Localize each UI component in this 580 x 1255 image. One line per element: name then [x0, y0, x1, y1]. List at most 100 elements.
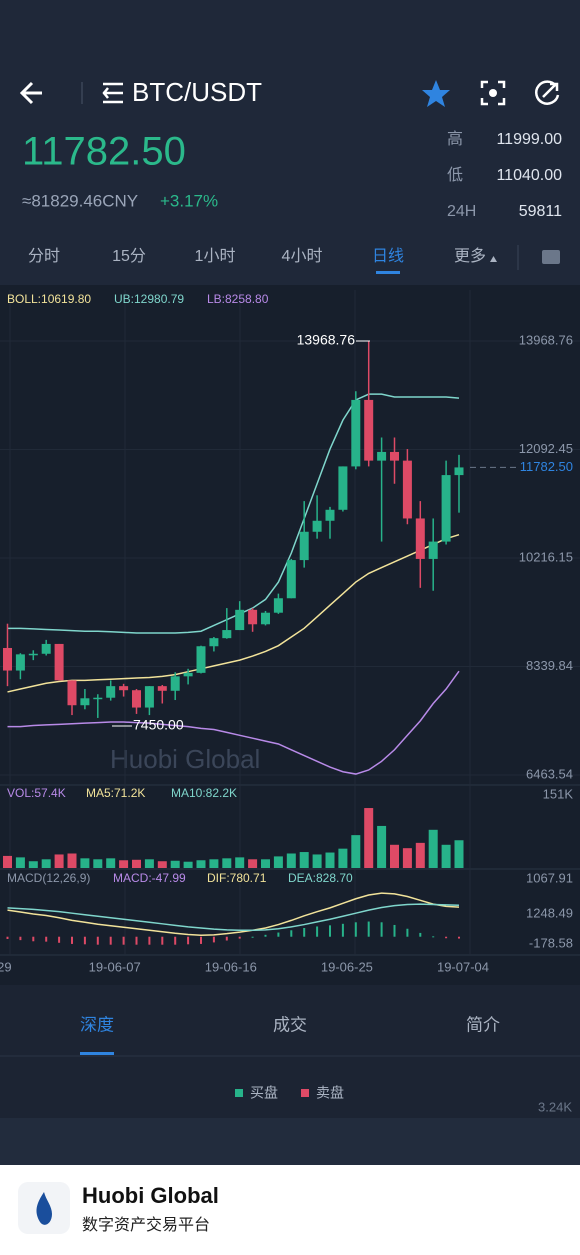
menu-icon[interactable]: [102, 82, 123, 104]
last-price-label: 11782.50: [520, 459, 573, 474]
volume-bar: [273, 856, 283, 868]
volume-bar: [119, 860, 129, 868]
volume-bar: [402, 848, 412, 868]
volume-bar: [144, 859, 154, 868]
low-label: 7450.00: [133, 717, 184, 733]
tab[interactable]: 分时: [28, 247, 60, 265]
candle-body: [3, 647, 12, 671]
volume-bar: [28, 861, 38, 868]
candle-body: [377, 451, 387, 461]
screenshot-icon[interactable]: [480, 80, 506, 106]
volume-bar: [364, 808, 374, 868]
macd-bar: [148, 936, 151, 945]
candle-body: [441, 475, 451, 542]
volume-bar: [54, 854, 64, 868]
macd-dif: [7, 892, 460, 936]
macd-legend: MACD(12,26,9): [7, 871, 90, 885]
volume-bar: [157, 861, 167, 868]
chart-bg: [0, 285, 580, 985]
y-tick-label: 13968.76: [519, 332, 573, 347]
candle-body: [402, 460, 412, 519]
tab[interactable]: 15分: [112, 247, 146, 265]
x-tick-label: 19-06-25: [321, 959, 373, 974]
macd-bar: [238, 936, 241, 939]
stat-label: 低: [447, 166, 463, 184]
indicator-label: UB:12980.79: [114, 292, 184, 306]
macd-bar: [354, 922, 357, 937]
macd-legend: MACD:-47.99: [113, 871, 186, 885]
volume-bar: [93, 859, 103, 868]
volume-legend: MA10:82.2K: [171, 786, 237, 800]
high-label: 13968.76: [297, 332, 356, 348]
bottom-tab[interactable]: 成交: [273, 1015, 307, 1034]
footer-bg: [0, 1165, 580, 1255]
stat-label: 24H: [447, 203, 476, 220]
macd-bar: [264, 934, 267, 937]
macd-bar: [303, 927, 306, 937]
macd-bar: [445, 936, 448, 939]
candle-body: [106, 686, 116, 698]
volume-bar: [286, 853, 296, 868]
macd-bar: [135, 936, 138, 945]
boll-lower: [7, 670, 460, 775]
cny-price: ≈81829.46CNY: [22, 191, 138, 210]
share-icon[interactable]: [535, 80, 560, 105]
candle-body: [93, 697, 103, 700]
volume-bar: [441, 844, 451, 868]
tagline: 数字资产交易平台: [82, 1216, 210, 1234]
macd-dea: [7, 903, 460, 932]
bottom-tab-active[interactable]: 深度: [80, 1015, 114, 1034]
back-button[interactable]: [19, 81, 42, 105]
indicator-label: BOLL:10619.80: [7, 292, 91, 306]
volume-bar: [183, 861, 193, 868]
more-caret: [490, 256, 497, 262]
candle-body: [41, 643, 51, 654]
legend-swatch: [235, 1089, 243, 1097]
header-bg: [0, 0, 580, 285]
tab[interactable]: 1小时: [195, 247, 236, 265]
candle-body: [286, 560, 296, 599]
candle-body: [157, 686, 167, 691]
macd-bar: [251, 936, 254, 938]
volume-bar: [196, 860, 206, 868]
legend-label: 买盘: [250, 1085, 278, 1101]
boll-mid: [7, 533, 460, 693]
macd-bar: [329, 925, 331, 937]
tab[interactable]: 更多: [454, 247, 486, 265]
depth-axis-label: 3.24K: [538, 1099, 572, 1114]
macd-axis-label: 1248.49: [526, 905, 573, 920]
tab-active[interactable]: 日线: [372, 247, 404, 265]
volume-bar: [15, 857, 25, 868]
favorite-star[interactable]: [422, 80, 450, 107]
volume-bar: [377, 825, 387, 868]
brand: Huobi Global: [82, 1183, 219, 1208]
candle-body: [390, 451, 399, 461]
x-tick-label: 5-29: [0, 959, 12, 974]
candle-body: [196, 646, 206, 673]
stat-value: 11999.00: [496, 131, 562, 148]
candle-body: [338, 466, 348, 510]
screenshot-dot: [489, 89, 497, 97]
share-arrow: [542, 82, 559, 98]
candle-body: [209, 638, 219, 647]
macd-bar: [109, 936, 112, 945]
bottom-tab[interactable]: 简介: [466, 1015, 500, 1034]
candle-body: [15, 654, 25, 671]
macd-bar: [45, 936, 48, 942]
settings-icon[interactable]: [542, 250, 560, 264]
volume-bar: [132, 859, 141, 868]
candle-body: [183, 672, 193, 677]
macd-bar: [122, 936, 125, 945]
volume-bar: [261, 859, 270, 868]
last-price: 11782.50: [22, 130, 186, 174]
tab[interactable]: 4小时: [282, 247, 323, 265]
candle-body: [415, 518, 425, 559]
volume-bar: [428, 829, 438, 868]
candle-body: [67, 680, 77, 706]
volume-bar: [41, 859, 51, 868]
macd-bar: [341, 923, 344, 937]
macd-bar: [277, 932, 280, 937]
candle-body: [325, 509, 335, 521]
macd-bar: [174, 936, 177, 945]
macd-axis-label: -178.58: [529, 935, 573, 950]
